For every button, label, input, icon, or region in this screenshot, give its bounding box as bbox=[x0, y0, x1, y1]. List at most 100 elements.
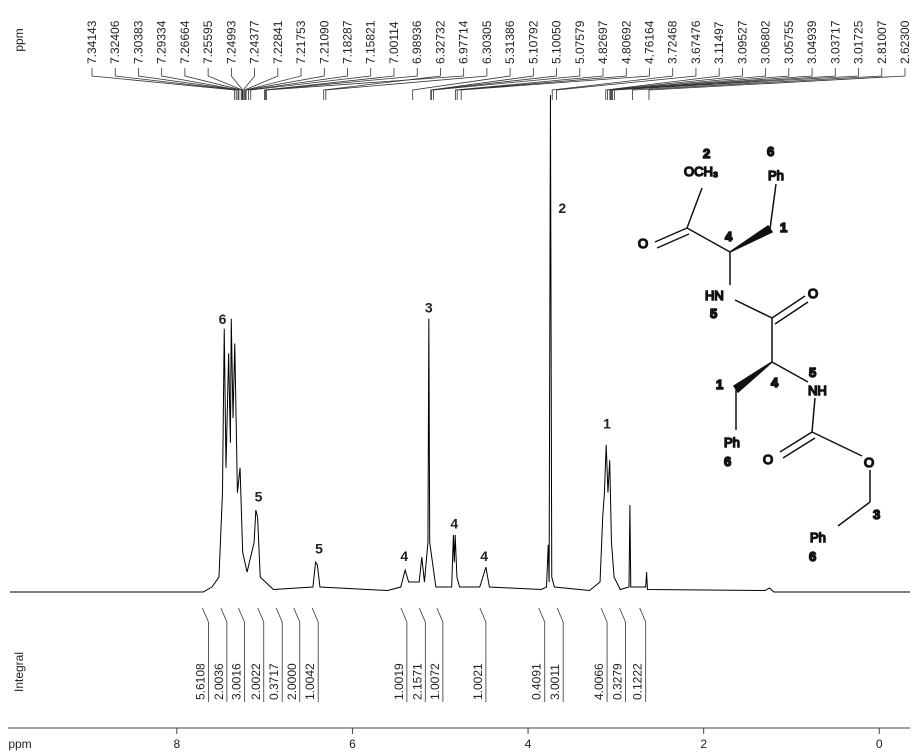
peak-annotation: 4 bbox=[480, 548, 488, 564]
x-tick-label: 4 bbox=[525, 737, 532, 751]
peak-label: 7.30383 bbox=[131, 20, 145, 64]
peak-leader bbox=[265, 68, 418, 100]
bond bbox=[686, 187, 703, 229]
integral-label: 3.0011 bbox=[548, 664, 562, 700]
structure-label: HN bbox=[705, 288, 724, 303]
integral-label: 4.0066 bbox=[592, 663, 606, 700]
spectrum-line bbox=[10, 94, 910, 593]
peak-leader bbox=[632, 68, 883, 100]
peak-leader bbox=[412, 68, 511, 100]
integral-tick bbox=[238, 607, 245, 623]
peak-leader bbox=[605, 68, 720, 100]
peak-label: 7.00114 bbox=[387, 21, 401, 64]
peak-label: 7.34143 bbox=[85, 20, 99, 64]
peak-leader bbox=[613, 68, 859, 100]
structure-label: 6 bbox=[809, 549, 816, 564]
integral-label: 3.0016 bbox=[229, 663, 243, 700]
peak-label: 6.97714 bbox=[457, 20, 471, 64]
peak-leader bbox=[460, 68, 650, 100]
integral-label: 0.1222 bbox=[631, 663, 645, 700]
peak-leader bbox=[456, 68, 627, 100]
structure-label: 1 bbox=[716, 377, 723, 392]
peak-leader bbox=[556, 68, 697, 100]
x-tick-label: 2 bbox=[700, 737, 707, 751]
structure-label: O bbox=[638, 236, 648, 251]
peak-leader bbox=[648, 68, 906, 100]
integral-label: Integral bbox=[12, 652, 26, 692]
peak-annotation: 4 bbox=[450, 516, 458, 532]
integral-label: 0.3717 bbox=[267, 663, 281, 700]
peak-label: 6.32732 bbox=[433, 20, 447, 64]
peak-label: 7.22841 bbox=[271, 20, 285, 64]
bond bbox=[811, 431, 863, 457]
peak-label: 6.98936 bbox=[410, 20, 424, 64]
structure-label: 6 bbox=[767, 144, 774, 159]
structure-label: 2 bbox=[703, 146, 710, 161]
integral-tick bbox=[639, 607, 647, 623]
bond bbox=[734, 299, 773, 319]
peak-label: 3.67476 bbox=[689, 20, 703, 64]
peak-label: 4.76164 bbox=[642, 20, 656, 64]
peak-leader bbox=[184, 68, 242, 100]
integral-label: 2.1571 bbox=[410, 663, 424, 700]
integral-tick bbox=[418, 607, 426, 623]
peak-label: 3.04939 bbox=[805, 20, 819, 64]
peak-annotation: 5 bbox=[255, 488, 263, 504]
bond bbox=[811, 397, 816, 433]
bond bbox=[654, 227, 688, 243]
peak-leader bbox=[325, 68, 488, 100]
peak-label: 7.26664 bbox=[178, 20, 192, 64]
integral-label: 2.0000 bbox=[285, 663, 299, 700]
peak-leader bbox=[611, 68, 813, 100]
peak-leader bbox=[607, 68, 743, 100]
peak-label: 3.03717 bbox=[828, 20, 842, 64]
integral-tick bbox=[600, 607, 608, 623]
integral-tick bbox=[538, 607, 546, 623]
integral-tick bbox=[400, 607, 408, 623]
peak-label: 4.80692 bbox=[619, 20, 633, 64]
integral-tick bbox=[479, 607, 487, 623]
integral-label: 0.4091 bbox=[530, 663, 544, 700]
peak-leader bbox=[114, 68, 237, 100]
peak-leader bbox=[612, 68, 836, 100]
structure-label: 4 bbox=[771, 375, 779, 390]
peak-label: 3.11497 bbox=[712, 21, 726, 64]
peak-leader bbox=[551, 68, 674, 100]
structure-label: 5 bbox=[809, 365, 816, 380]
peak-label: 7.25595 bbox=[201, 20, 215, 64]
integral-label: 1.0019 bbox=[392, 663, 406, 700]
peak-leader bbox=[264, 68, 395, 100]
bond bbox=[686, 227, 731, 253]
integral-tick bbox=[202, 607, 209, 623]
integral-tick bbox=[275, 607, 283, 623]
peak-leader bbox=[610, 68, 790, 100]
integral-label: 1.0021 bbox=[471, 663, 485, 700]
peak-label: 5.10050 bbox=[550, 20, 564, 64]
peak-label: 7.21753 bbox=[294, 20, 308, 64]
peak-label: 7.24993 bbox=[224, 20, 238, 64]
integral-label: 2.0022 bbox=[249, 663, 263, 700]
integral-label: 2.0036 bbox=[212, 663, 226, 700]
peak-label: 7.21090 bbox=[317, 20, 331, 64]
peak-leader bbox=[244, 68, 279, 100]
integral-tick bbox=[556, 607, 564, 623]
peak-leader bbox=[430, 68, 534, 100]
peak-annotation: 3 bbox=[425, 299, 433, 315]
integral-tick bbox=[293, 607, 301, 623]
peak-leader bbox=[266, 68, 465, 100]
peak-label: 3.09527 bbox=[735, 20, 749, 64]
structure-label: 5 bbox=[710, 306, 717, 321]
peak-leader bbox=[91, 68, 236, 100]
structure-label: O bbox=[763, 452, 773, 467]
integral-label: 5.6108 bbox=[193, 663, 207, 700]
bond bbox=[782, 437, 816, 459]
structure-label: OCH₃ bbox=[684, 164, 718, 179]
peak-label: 5.31386 bbox=[503, 20, 517, 64]
x-axis-label: ppm bbox=[8, 737, 31, 751]
integral-label: 0.3279 bbox=[611, 663, 625, 700]
bond bbox=[837, 501, 871, 527]
bond bbox=[774, 301, 809, 325]
x-tick-label: 8 bbox=[173, 737, 180, 751]
peak-label: 7.32406 bbox=[108, 20, 122, 64]
peak-label: 7.15821 bbox=[364, 20, 378, 64]
